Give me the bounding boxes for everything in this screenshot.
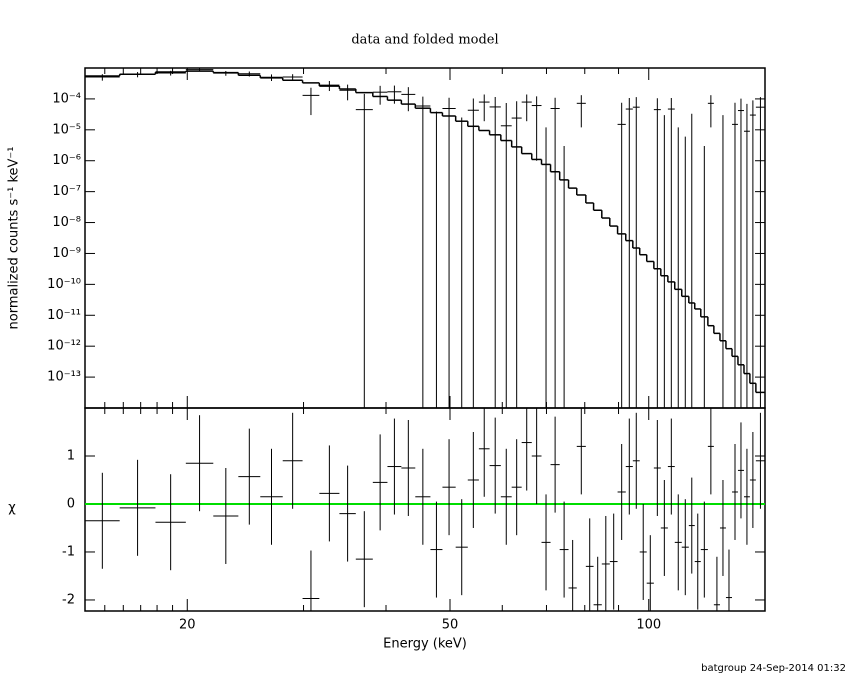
y-tick-label: 10⁻¹⁰ xyxy=(47,277,81,292)
y-tick-label: 10⁻⁴ xyxy=(52,91,81,106)
bottom-frame xyxy=(84,407,766,612)
y-tick-label: 1 xyxy=(67,448,75,463)
x-tick-label: 20 xyxy=(179,618,196,633)
y-tick-label: 10⁻⁷ xyxy=(52,184,81,199)
y-tick-label: 10⁻⁹ xyxy=(52,246,81,261)
y-axis-label: normalized counts s⁻¹ keV⁻¹ xyxy=(7,147,22,330)
y-tick-label: 10⁻⁵ xyxy=(52,122,81,137)
y-tick-label: 10⁻⁶ xyxy=(52,153,81,168)
x-tick-label: 100 xyxy=(636,618,661,633)
x-axis-label: Energy (keV) xyxy=(383,637,467,652)
y-tick-label: 10⁻¹² xyxy=(47,339,81,354)
y-tick-label: 10⁻¹¹ xyxy=(47,308,81,323)
chart-title: data and folded model xyxy=(351,33,498,48)
y-tick-label: 10⁻⁸ xyxy=(52,215,81,230)
y-tick-label: 0 xyxy=(67,496,75,511)
y-tick-label: -2 xyxy=(62,592,75,607)
footer: batgroup 24-Sep-2014 01:32 xyxy=(701,663,846,674)
y-axis-label: χ xyxy=(8,501,16,516)
x-tick-label: 50 xyxy=(442,618,459,633)
top-frame xyxy=(84,67,766,409)
y-tick-label: 10⁻¹³ xyxy=(47,370,81,385)
y-tick-label: -1 xyxy=(62,544,75,559)
